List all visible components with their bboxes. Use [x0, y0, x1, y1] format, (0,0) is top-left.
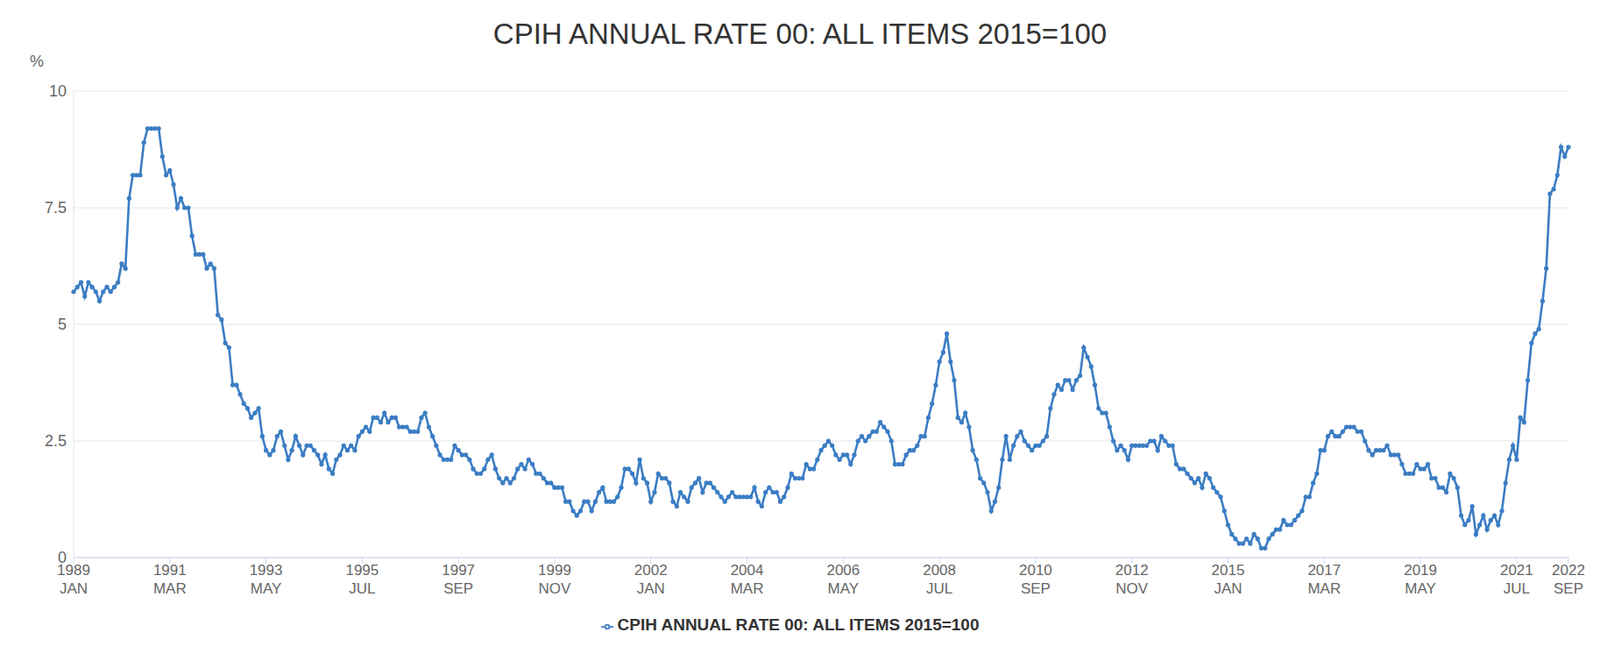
- svg-text:2.5: 2.5: [44, 431, 67, 450]
- svg-text:1999NOV: 1999NOV: [538, 561, 572, 597]
- svg-text:0: 0: [57, 548, 67, 567]
- svg-text:2015JAN: 2015JAN: [1211, 561, 1246, 597]
- svg-text:1993MAY: 1993MAY: [249, 561, 284, 597]
- html-text:CPIH ANNUAL RATE 00: ALL ITEMS: CPIH ANNUAL RATE 00: ALL ITEMS 2015=100: [493, 17, 1107, 50]
- svg-text:2006MAY: 2006MAY: [826, 561, 860, 597]
- svg-text:2017MAR: 2017MAR: [1307, 561, 1341, 597]
- svg-text:2002JAN: 2002JAN: [634, 561, 668, 597]
- svg-text:2012NOV: 2012NOV: [1115, 561, 1149, 597]
- svg-text:1997SEP: 1997SEP: [441, 561, 475, 597]
- svg-text:2019MAY: 2019MAY: [1403, 561, 1438, 597]
- svg-text:2004MAR: 2004MAR: [730, 561, 765, 597]
- svg-text:7.5: 7.5: [44, 198, 67, 217]
- html-text:CPIH ANNUAL RATE 00: ALL ITEMS: CPIH ANNUAL RATE 00: ALL ITEMS 2015=100: [617, 615, 980, 634]
- svg-text:2010SEP: 2010SEP: [1019, 561, 1053, 597]
- svg-text:1995JUL: 1995JUL: [345, 561, 379, 597]
- svg-text:2022SEP: 2022SEP: [1551, 561, 1586, 597]
- svg-text:2021JUL: 2021JUL: [1500, 561, 1534, 597]
- svg-text:2008JUL: 2008JUL: [922, 561, 956, 597]
- svg-text:5: 5: [57, 315, 67, 333]
- svg-text:1989JAN: 1989JAN: [56, 561, 91, 597]
- svg-text:10: 10: [49, 82, 67, 100]
- svg-text:1991MAR: 1991MAR: [153, 561, 187, 597]
